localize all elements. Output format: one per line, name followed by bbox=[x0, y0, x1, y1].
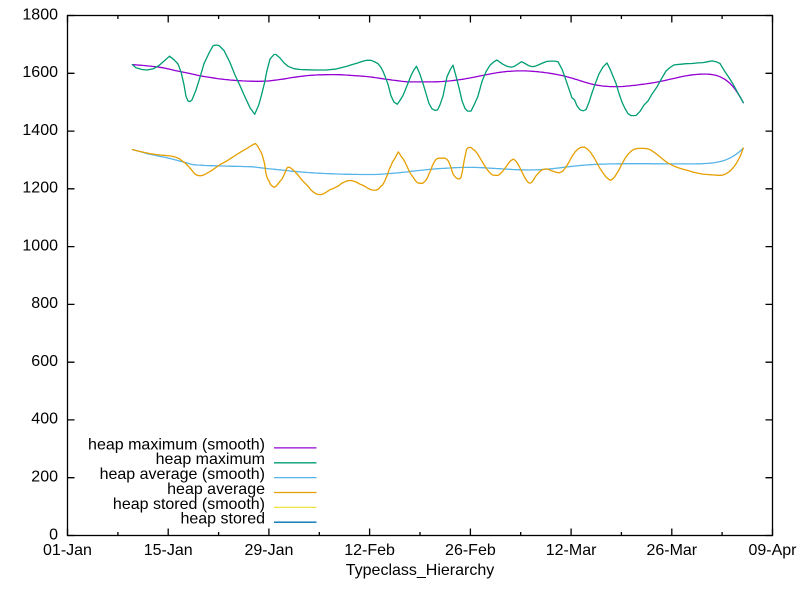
svg-text:heap average (smooth): heap average (smooth) bbox=[100, 466, 265, 483]
svg-text:heap stored (smooth): heap stored (smooth) bbox=[113, 496, 265, 513]
svg-text:1400: 1400 bbox=[22, 122, 58, 139]
svg-text:26-Mar: 26-Mar bbox=[646, 542, 697, 559]
svg-text:1000: 1000 bbox=[22, 237, 58, 254]
svg-text:12-Mar: 12-Mar bbox=[546, 542, 597, 559]
svg-text:600: 600 bbox=[31, 353, 58, 370]
svg-text:01-Jan: 01-Jan bbox=[43, 542, 92, 559]
svg-text:26-Feb: 26-Feb bbox=[445, 542, 496, 559]
svg-text:Typeclass_Hierarchy: Typeclass_Hierarchy bbox=[346, 562, 495, 579]
svg-text:200: 200 bbox=[31, 469, 58, 486]
svg-text:1800: 1800 bbox=[22, 6, 58, 23]
svg-text:1200: 1200 bbox=[22, 180, 58, 197]
svg-text:0: 0 bbox=[49, 526, 58, 543]
svg-text:heap stored: heap stored bbox=[180, 511, 265, 528]
svg-text:heap maximum: heap maximum bbox=[156, 451, 265, 468]
svg-text:09-Apr: 09-Apr bbox=[748, 542, 797, 559]
svg-text:12-Feb: 12-Feb bbox=[344, 542, 395, 559]
svg-text:29-Jan: 29-Jan bbox=[244, 542, 293, 559]
svg-text:800: 800 bbox=[31, 295, 58, 312]
svg-text:400: 400 bbox=[31, 411, 58, 428]
svg-text:15-Jan: 15-Jan bbox=[144, 542, 193, 559]
svg-text:1600: 1600 bbox=[22, 64, 58, 81]
svg-text:heap maximum (smooth): heap maximum (smooth) bbox=[88, 436, 265, 453]
svg-text:heap average: heap average bbox=[167, 481, 265, 498]
